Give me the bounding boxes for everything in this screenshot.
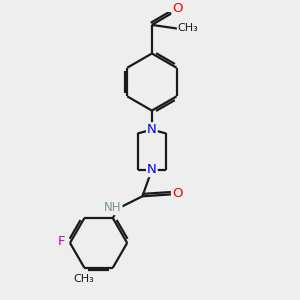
Text: CH₃: CH₃ bbox=[73, 274, 94, 284]
Text: N: N bbox=[147, 163, 157, 176]
Text: F: F bbox=[58, 236, 65, 248]
Text: NH: NH bbox=[104, 201, 122, 214]
Text: CH₃: CH₃ bbox=[178, 23, 199, 33]
Text: O: O bbox=[172, 2, 183, 15]
Text: N: N bbox=[147, 123, 157, 136]
Text: O: O bbox=[172, 187, 183, 200]
